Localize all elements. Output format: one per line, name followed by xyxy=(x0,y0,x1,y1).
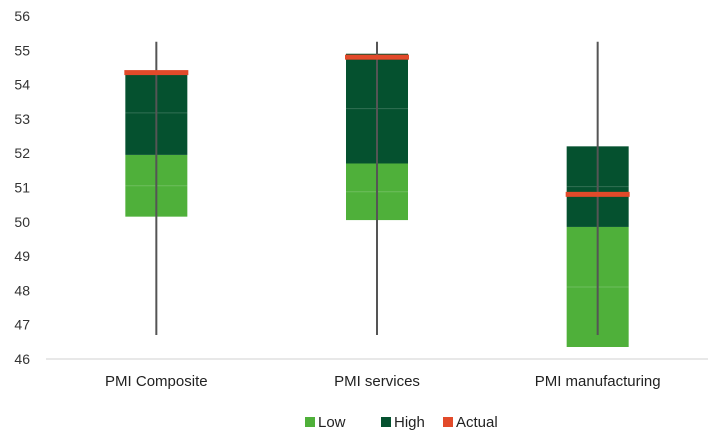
legend: Low High Actual xyxy=(305,414,498,431)
actual-marker xyxy=(345,54,409,60)
legend-label: High xyxy=(394,414,425,431)
y-tick-label: 54 xyxy=(14,77,30,93)
legend-swatch xyxy=(381,417,391,427)
legend-label: Actual xyxy=(456,414,498,431)
y-tick-label: 47 xyxy=(14,317,30,333)
y-axis-ticks: 46 47 48 49 50 51 52 53 54 55 56 xyxy=(14,8,30,367)
actual-marker xyxy=(565,191,630,197)
y-tick-label: 46 xyxy=(14,351,30,367)
legend-label: Low xyxy=(318,414,346,431)
y-tick-label: 56 xyxy=(14,8,30,24)
y-tick-label: 55 xyxy=(14,42,30,58)
category-label: PMI manufacturing xyxy=(535,373,661,390)
category-label: PMI Composite xyxy=(105,373,208,390)
actual-marker xyxy=(124,70,189,76)
range-bars xyxy=(124,41,630,347)
y-tick-label: 48 xyxy=(14,282,30,298)
legend-swatch xyxy=(305,417,315,427)
y-tick-label: 49 xyxy=(14,248,30,264)
y-tick-label: 52 xyxy=(14,145,30,161)
y-tick-label: 51 xyxy=(14,180,30,196)
legend-swatch xyxy=(443,417,453,427)
y-tick-label: 53 xyxy=(14,111,30,127)
x-axis-labels: PMI Composite PMI services PMI manufacturi… xyxy=(105,373,661,390)
y-tick-label: 50 xyxy=(14,214,30,230)
category-label: PMI services xyxy=(334,373,420,390)
